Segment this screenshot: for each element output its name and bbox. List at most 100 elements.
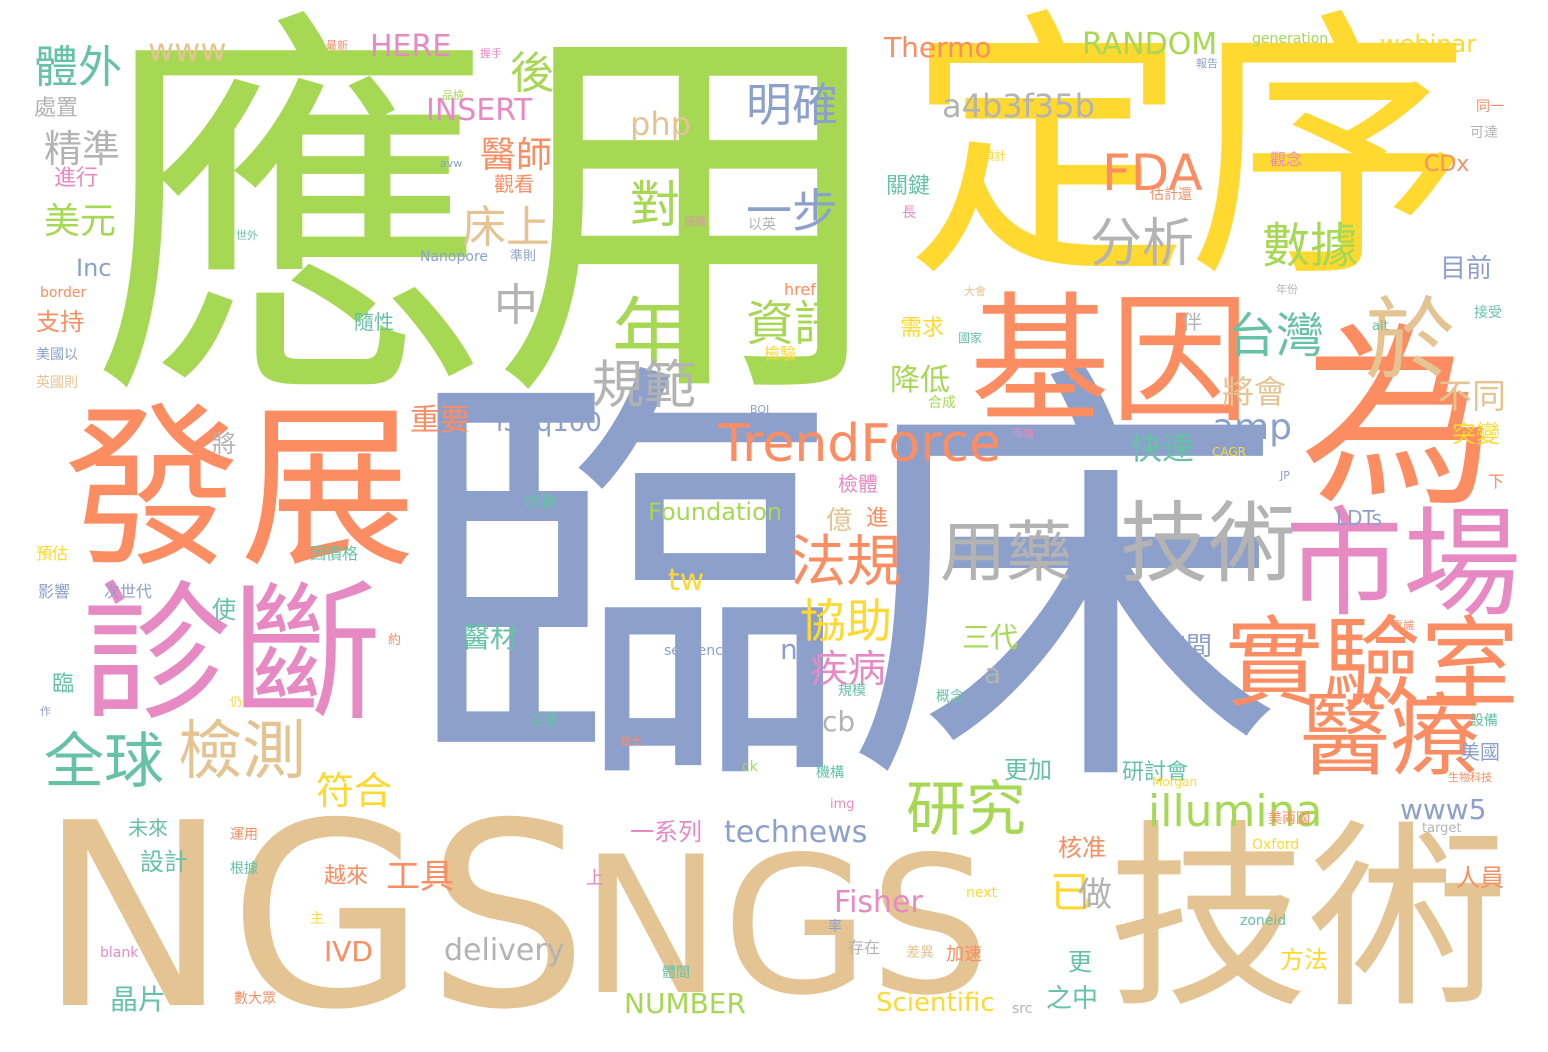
word-jiang-hui: 將會 xyxy=(1222,373,1287,411)
word-gui-mo: 規模 xyxy=(838,683,866,699)
word-mei-guo: 美國 xyxy=(1460,740,1500,764)
word-jiang-di: 降低 xyxy=(890,363,950,398)
word-zhi-chi: 支持 xyxy=(36,308,84,336)
word-boi: BOI xyxy=(750,403,770,416)
word-fa-zhan: 發展 xyxy=(64,387,417,592)
word-tu-bian: 突變 xyxy=(1452,420,1500,448)
word-sheng-wu-ke-ji: 生物科技 xyxy=(1448,771,1492,784)
word-jie-shou: 接受 xyxy=(1474,305,1502,321)
word-fisher: Fisher xyxy=(834,885,923,920)
word-he-zhun: 核准 xyxy=(1058,834,1106,862)
word-n: n xyxy=(780,633,798,666)
word-blank: blank xyxy=(100,945,139,961)
word-zui-xin: 最新 xyxy=(326,39,348,52)
word-xu-qiu: 需求 xyxy=(900,316,945,341)
word-zhi-zhong: 之中 xyxy=(1046,984,1099,1014)
word-ji-shu-large: 技術 xyxy=(1108,803,1509,1036)
word-reng: 仍 xyxy=(230,695,243,709)
word-yin-jia-ge: 因價格 xyxy=(310,544,359,563)
word-zhong: 中 xyxy=(494,280,538,331)
word-yi-xi-lie: 一系列 xyxy=(630,818,702,846)
word-shu-da-zhong: 數大眾 xyxy=(234,991,276,1007)
word-wei: 為 xyxy=(1300,306,1495,533)
word-yi-bu: 一步 xyxy=(746,184,838,238)
word-yun-duan: 雲端 xyxy=(1392,619,1414,632)
word-fang-fa: 方法 xyxy=(1280,946,1328,974)
word-lin: 臨 xyxy=(52,672,75,697)
word-quan-qiu: 全球 xyxy=(44,727,164,797)
word-yi-hundred-million: 億 xyxy=(826,506,853,536)
word-ji-yin: 基因 xyxy=(970,280,1251,443)
word-www: www xyxy=(148,31,227,69)
word-yu-ji: 預計 xyxy=(982,149,1007,163)
word-random: RANDOM xyxy=(1082,27,1218,62)
word-trendforce: TrendForce xyxy=(718,414,1002,474)
word-next: next xyxy=(966,885,998,901)
word-technews: technews xyxy=(724,815,868,850)
word-iseq100: iSeq100 xyxy=(496,408,602,438)
word-fa-gui: 法規 xyxy=(790,530,902,595)
word-yue: 約 xyxy=(388,633,402,648)
word-ti-wai: 體外 xyxy=(34,42,122,93)
word-zhang: 長 xyxy=(902,205,916,221)
word-ren-yuan: 人員 xyxy=(1456,864,1504,892)
word-generation: generation xyxy=(1252,31,1329,47)
word-zi-xun: 資訊 xyxy=(746,296,843,352)
word-bao-gao: 報告 xyxy=(1196,57,1218,70)
word-php: php xyxy=(630,105,691,143)
word-sui-xing: 隨性 xyxy=(354,310,394,334)
word-gen-ju: 根據 xyxy=(230,861,258,877)
word-jian-ce: 檢測 xyxy=(178,715,306,789)
word-inc: Inc xyxy=(76,254,112,282)
word-guan-nian: 觀念 xyxy=(1270,150,1303,169)
word-morgan: Morgan xyxy=(1152,775,1197,789)
word-shi: 使 xyxy=(212,596,236,624)
word-zhun-ze: 準則 xyxy=(510,249,537,264)
word-ji-shu-mid: 技術 xyxy=(1120,492,1297,595)
word-he-cheng: 合成 xyxy=(928,395,956,411)
word-fu-wu: 服務 xyxy=(684,215,706,228)
word-cha-yi: 差異 xyxy=(906,945,934,961)
word-yan-tao-hui: 研討會 xyxy=(1122,760,1189,785)
word-xie-zhu: 協助 xyxy=(800,594,892,648)
word-pin-jian: 品檢 xyxy=(442,89,464,102)
word-avw: avw xyxy=(440,157,463,170)
word-tong-yi: 同一 xyxy=(1476,99,1504,115)
word-yu: 於 xyxy=(1365,288,1455,393)
word-src: src xyxy=(1012,1001,1033,1017)
word-yan-jiu: 研究 xyxy=(906,775,1026,845)
word-she-bei: 設備 xyxy=(1470,713,1498,729)
word-yi: 已 xyxy=(1050,868,1093,917)
word-xia: 下 xyxy=(1488,472,1505,491)
word-ngs-1: NGS xyxy=(38,769,589,1052)
word-she-ji: 設計 xyxy=(140,848,188,876)
word-kuai-su: 快速 xyxy=(1130,429,1195,467)
word-insert: INSERT xyxy=(426,93,533,128)
word-jiang: 將 xyxy=(212,430,236,458)
word-a4b3f35b: a4b3f35b xyxy=(942,87,1095,125)
word-ldts: LDTs xyxy=(1336,506,1382,530)
word-zhong-yao: 重要 xyxy=(410,403,470,438)
word-wo-shou: 握手 xyxy=(480,47,502,60)
word-www5: www5 xyxy=(1400,793,1487,826)
word-webinar: webinar xyxy=(1380,30,1477,58)
word-zuo: 做 xyxy=(1078,875,1112,915)
word-cb: cb xyxy=(822,705,856,738)
word-hou: 後 xyxy=(510,48,554,99)
word-ti-jian: 體間 xyxy=(662,965,690,981)
word-ji-gou: 機構 xyxy=(816,765,844,781)
word-zhu: 主 xyxy=(310,911,324,927)
word-fu-he: 符合 xyxy=(316,769,393,813)
word-yu-gu: 預估 xyxy=(36,544,69,563)
word-jia-su: 加速 xyxy=(946,944,982,965)
word-ci-shi-dai: 次世代 xyxy=(104,582,153,601)
word-dui: 對 xyxy=(630,176,680,234)
word-yi-shi: 醫師 xyxy=(480,135,553,176)
word-cun-zai: 存在 xyxy=(848,938,881,957)
word-ke-da: 可達 xyxy=(1470,125,1498,141)
word-bu-tong: 不同 xyxy=(1438,377,1506,417)
word-ming-que: 明確 xyxy=(746,78,838,132)
word-fda: FDA xyxy=(1102,144,1203,202)
word-geng-jia: 更加 xyxy=(1004,756,1052,784)
word-foundation: Foundation xyxy=(648,498,782,526)
